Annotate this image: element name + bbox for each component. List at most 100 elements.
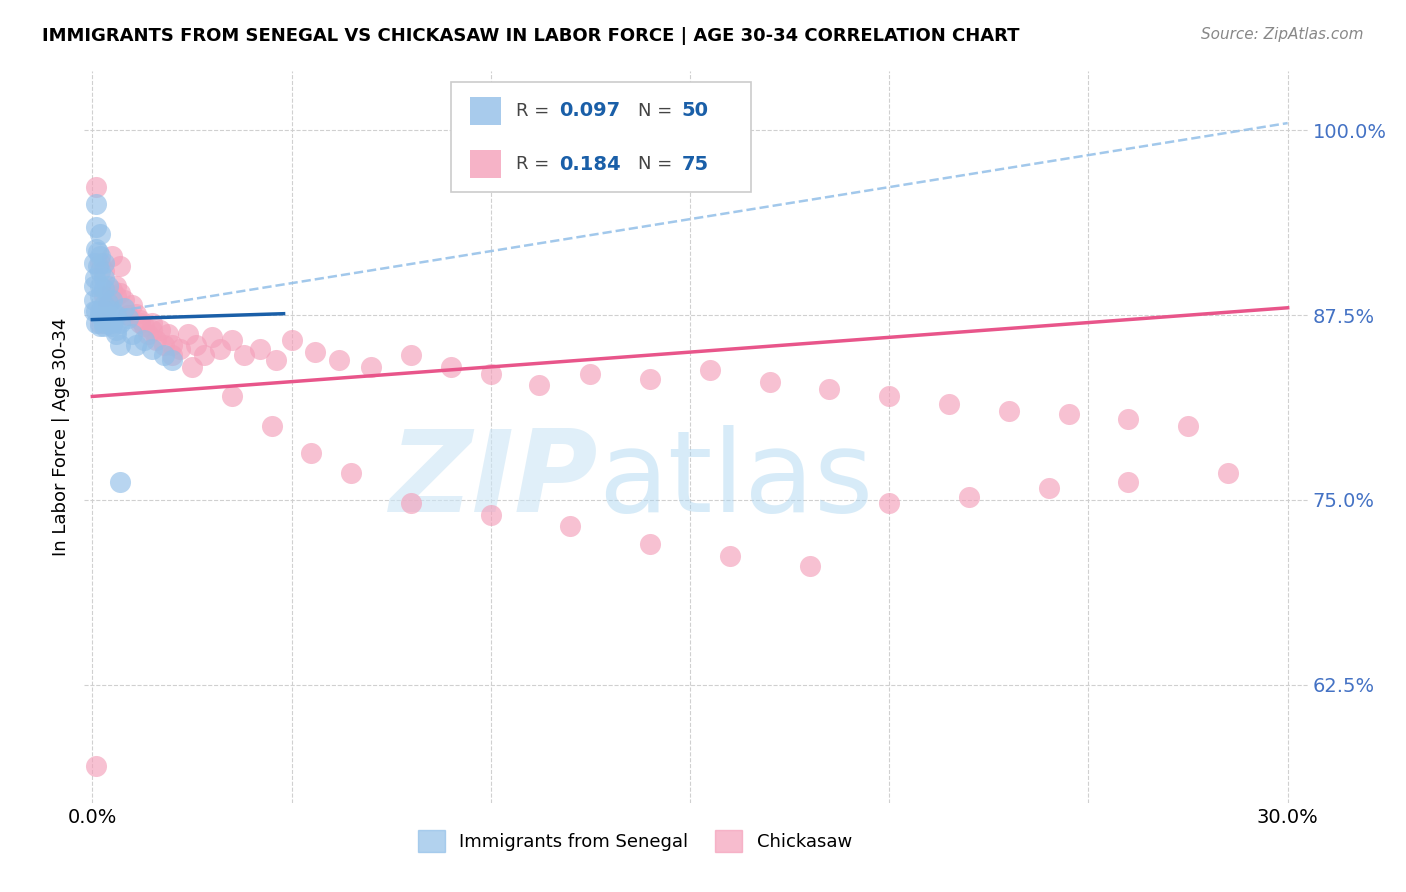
Text: ZIP: ZIP	[389, 425, 598, 536]
Point	[157, 327, 180, 342]
Point	[89, 256, 111, 270]
Point	[169, 342, 191, 356]
Point	[105, 289, 128, 303]
Point	[117, 308, 139, 322]
Point	[938, 397, 960, 411]
Point	[141, 316, 163, 330]
Point	[201, 330, 224, 344]
Point	[117, 308, 139, 322]
Point	[105, 327, 128, 342]
Point	[184, 337, 207, 351]
Point	[112, 301, 135, 315]
Point	[136, 327, 159, 342]
Text: 0.184: 0.184	[560, 154, 620, 174]
Point	[89, 318, 111, 333]
Point	[83, 293, 105, 308]
Point	[177, 327, 200, 342]
Point	[93, 318, 115, 333]
Point	[1177, 419, 1199, 434]
Point	[758, 375, 780, 389]
Point	[877, 389, 900, 403]
Point	[97, 278, 120, 293]
Point	[97, 296, 120, 310]
Point	[112, 293, 135, 308]
Point	[86, 197, 108, 211]
Point	[134, 333, 156, 347]
Point	[105, 308, 128, 322]
Point	[93, 289, 115, 303]
Legend: Immigrants from Senegal, Chickasaw: Immigrants from Senegal, Chickasaw	[411, 823, 859, 860]
Point	[997, 404, 1019, 418]
Text: atlas: atlas	[598, 425, 873, 536]
Point	[93, 271, 115, 285]
Point	[718, 549, 741, 563]
Point	[145, 333, 167, 347]
Point	[89, 303, 111, 318]
Point	[110, 285, 132, 300]
Point	[110, 316, 132, 330]
Point	[101, 293, 124, 308]
Point	[97, 298, 120, 312]
Point	[129, 312, 152, 326]
Point	[89, 227, 111, 241]
Point	[86, 759, 108, 773]
Point	[638, 537, 661, 551]
Point	[141, 342, 163, 356]
Point	[153, 337, 176, 351]
Point	[121, 327, 143, 342]
Point	[93, 256, 115, 270]
Point	[193, 348, 215, 362]
Point	[86, 303, 108, 318]
Point	[221, 333, 243, 347]
Point	[818, 382, 841, 396]
Point	[232, 348, 254, 362]
Point	[249, 342, 271, 356]
Text: N =: N =	[638, 155, 672, 173]
Point	[89, 264, 111, 278]
Point	[83, 303, 105, 318]
Point	[125, 307, 148, 321]
Point	[149, 323, 172, 337]
Point	[117, 311, 139, 326]
Point	[89, 278, 111, 293]
Point	[579, 368, 602, 382]
Point	[101, 303, 124, 318]
Point	[89, 308, 111, 322]
Point	[280, 333, 302, 347]
FancyBboxPatch shape	[451, 82, 751, 192]
Point	[89, 289, 111, 303]
Point	[83, 278, 105, 293]
Point	[87, 260, 110, 274]
Point	[1038, 481, 1060, 495]
Point	[89, 249, 111, 263]
Point	[93, 264, 115, 278]
Point	[89, 316, 111, 330]
Point	[125, 337, 148, 351]
Point	[101, 318, 124, 333]
Point	[160, 337, 183, 351]
Point	[97, 312, 120, 326]
Point	[699, 363, 721, 377]
Point	[340, 467, 363, 481]
Point	[86, 219, 108, 234]
Text: N =: N =	[638, 102, 672, 120]
Point	[440, 359, 463, 374]
Point	[560, 519, 582, 533]
Point	[799, 559, 821, 574]
Point	[877, 496, 900, 510]
Point	[1057, 407, 1080, 421]
Y-axis label: In Labor Force | Age 30-34: In Labor Force | Age 30-34	[52, 318, 70, 557]
Point	[101, 283, 124, 297]
Point	[101, 316, 124, 330]
Text: 50: 50	[682, 102, 709, 120]
Point	[221, 389, 243, 403]
Point	[153, 348, 176, 362]
Point	[84, 271, 107, 285]
Point	[360, 359, 382, 374]
Point	[87, 244, 110, 259]
Text: IMMIGRANTS FROM SENEGAL VS CHICKASAW IN LABOR FORCE | AGE 30-34 CORRELATION CHAR: IMMIGRANTS FROM SENEGAL VS CHICKASAW IN …	[42, 27, 1019, 45]
Point	[110, 475, 132, 490]
Bar	[470, 97, 502, 125]
Point	[1216, 467, 1239, 481]
Text: R =: R =	[516, 102, 550, 120]
